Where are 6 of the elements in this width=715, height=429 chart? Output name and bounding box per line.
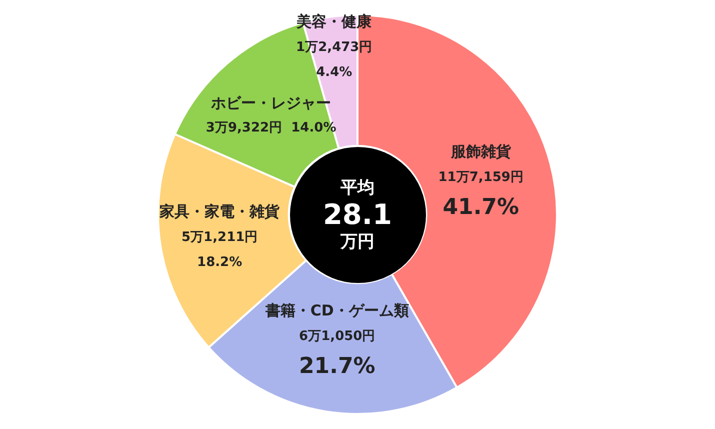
slice-label: 服飾雑貨	[450, 142, 511, 161]
slice-label: 家具・家電・雑貨	[158, 202, 280, 220]
slice-label: 書籍・CD・ゲーム類	[264, 302, 409, 320]
data-label: 5万1,211円 18.2%	[181, 230, 258, 270]
data-label: 11万7,159円 41.7%	[438, 170, 524, 220]
data-label: 6万1,050円 21.7%	[298, 329, 376, 380]
